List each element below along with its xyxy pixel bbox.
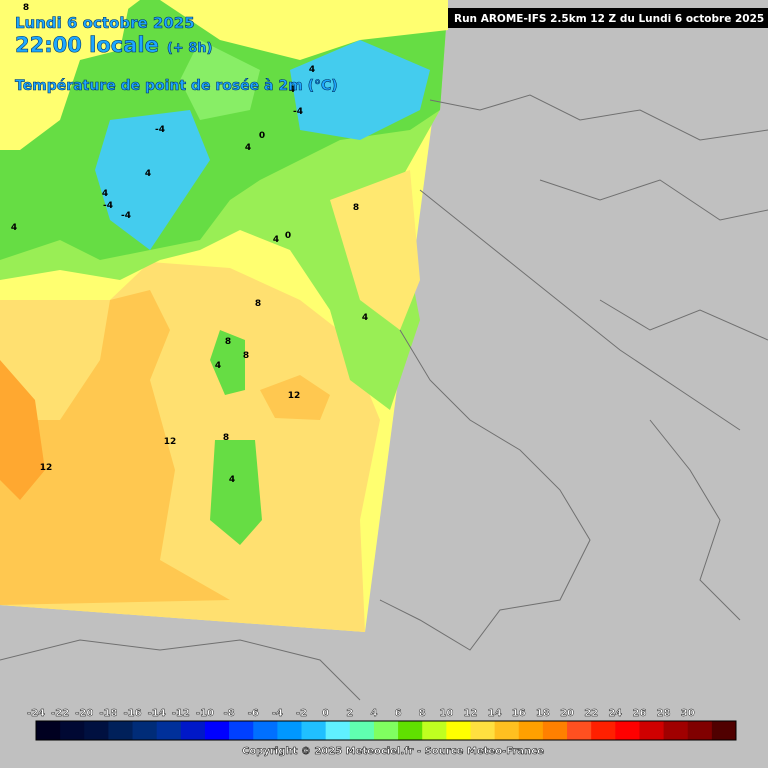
colorbar-label: -16 — [124, 708, 142, 719]
contour-label: 8 — [223, 433, 229, 443]
colorbar-label: 26 — [632, 708, 646, 719]
contour-label: -4 — [121, 211, 131, 221]
colorbar-label: -14 — [148, 708, 166, 719]
contour-label: 0 — [259, 131, 265, 141]
colorbar-swatch — [253, 721, 278, 740]
colorbar-swatch — [687, 721, 713, 740]
colorbar-label: -20 — [75, 708, 93, 719]
colorbar-swatch — [615, 721, 640, 740]
contour-label: 12 — [40, 463, 53, 473]
colorbar-label: -18 — [99, 708, 117, 719]
forecast-offset: (+ 8h) — [167, 41, 213, 56]
contour-label: 4 — [309, 65, 315, 75]
contour-label: 4 — [102, 189, 108, 199]
contour-label: 4 — [273, 235, 279, 245]
colorbar-label: -24 — [27, 708, 45, 719]
colorbar-swatch — [229, 721, 254, 740]
colorbar-label: 30 — [681, 708, 695, 719]
colorbar-swatch — [60, 721, 85, 740]
colorbar-label: 6 — [395, 708, 402, 719]
colorbar-swatch — [132, 721, 158, 740]
colorbar-label: -6 — [248, 708, 259, 719]
colorbar-label: 14 — [488, 708, 502, 719]
colorbar-label: 22 — [584, 708, 598, 719]
borders — [0, 94, 768, 701]
contour-label: -4 — [103, 201, 113, 211]
colorbar-label: 28 — [657, 708, 671, 719]
colorbar-swatch — [711, 721, 737, 740]
colorbar-label: 20 — [560, 708, 574, 719]
forecast-time: 22:00 locale — [15, 33, 159, 57]
colorbar-swatch — [204, 721, 230, 740]
copyright: Copyright © 2025 Meteociel.fr - Source M… — [242, 746, 544, 757]
colorbar-swatch — [591, 721, 616, 740]
colorbar-swatch — [663, 721, 689, 740]
colorbar-label: 0 — [322, 708, 329, 719]
contour-label: 4 — [11, 223, 17, 233]
contour-label: 4 — [145, 169, 151, 179]
colorbar-label: -22 — [51, 708, 69, 719]
colorbar-swatch — [36, 721, 61, 740]
colorbar-swatch — [301, 721, 327, 740]
contour-label: 8 — [243, 351, 249, 361]
colorbar-label: 10 — [439, 708, 453, 719]
colorbar-swatch — [518, 721, 544, 740]
contour-label: 12 — [288, 391, 301, 401]
colorbar-label: -4 — [272, 708, 283, 719]
contour-label: 8 — [23, 3, 29, 13]
colorbar-label: 2 — [346, 708, 353, 719]
colorbar-frame — [35, 720, 737, 741]
colorbar-swatch — [470, 721, 496, 740]
colorbar-label: 4 — [370, 708, 377, 719]
contour-label: 4 — [362, 313, 368, 323]
forecast-date: Lundi 6 octobre 2025 — [15, 14, 195, 32]
contour-label: 8 — [353, 203, 359, 213]
colorbar-swatch — [422, 721, 447, 740]
colorbar-swatch — [84, 721, 109, 740]
colorbar-label: 24 — [608, 708, 622, 719]
variable-title: Température de point de rosée à 2m (°C) — [15, 78, 338, 94]
contour-label: 12 — [164, 437, 177, 447]
colorbar-swatch — [277, 721, 303, 740]
colorbar-label: -12 — [172, 708, 190, 719]
contour-label: -4 — [293, 107, 303, 117]
colorbar-swatch — [446, 721, 471, 740]
colorbar-swatch — [398, 721, 423, 740]
colorbar-swatch — [567, 721, 592, 740]
colorbar-label: -2 — [296, 708, 307, 719]
colorbar-swatch — [639, 721, 665, 740]
colorbar-label: -10 — [196, 708, 214, 719]
contour-label: 4 — [215, 361, 221, 371]
model-domain — [0, 0, 448, 632]
colorbar-swatch — [108, 721, 134, 740]
contour-label: 8 — [225, 337, 231, 347]
colorbar-swatch — [156, 721, 182, 740]
run-info: Run AROME-IFS 2.5km 12 Z du Lundi 6 octo… — [454, 13, 764, 25]
contour-label: 8 — [255, 299, 261, 309]
colorbar-label: 12 — [464, 708, 478, 719]
colorbar-swatch — [542, 721, 568, 740]
contour-label: 4 — [289, 85, 295, 95]
colorbar-swatch — [325, 721, 351, 740]
contour-label: 0 — [285, 231, 291, 241]
contour-label: 4 — [245, 143, 251, 153]
colorbar-swatch — [180, 721, 206, 740]
colorbar-label: 18 — [536, 708, 550, 719]
colorbar-swatch — [373, 721, 399, 740]
colorbar: -24 -22 -20 -18 -16 -14 -12 -10 -8 -6 -4 -2 0 2 4 6 8 10 1… — [27, 708, 737, 741]
colorbar-label: 8 — [419, 708, 426, 719]
contour-label: 4 — [229, 475, 235, 485]
colorbar-label: -8 — [224, 708, 235, 719]
colorbar-label: 16 — [512, 708, 526, 719]
colorbar-swatch — [349, 721, 375, 740]
colorbar-swatch — [494, 721, 520, 740]
run-info-box — [448, 8, 768, 28]
contour-label: -4 — [155, 125, 165, 135]
